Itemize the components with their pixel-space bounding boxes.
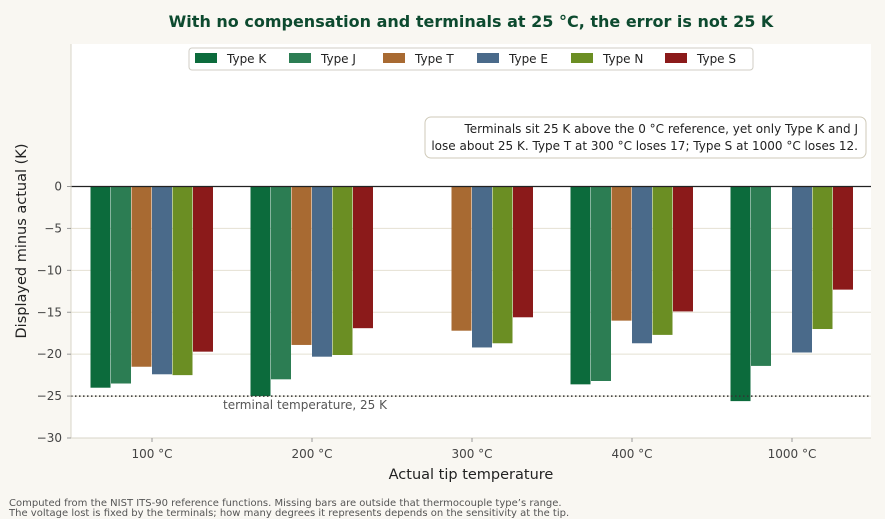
bar-type-t-1 (291, 186, 312, 345)
legend-label: Type J (320, 52, 356, 66)
bar-type-n-1 (332, 186, 353, 356)
bar-type-s-3 (673, 186, 693, 312)
x-tick-label: 100 °C (131, 447, 172, 461)
legend-label: Type K (226, 52, 267, 66)
footnote-line-2: The voltage lost is fixed by the termina… (8, 508, 569, 519)
annotation-line-1: Terminals sit 25 K above the 0 °C refere… (463, 122, 858, 136)
bar-type-s-1 (353, 186, 373, 329)
bar-type-s-0 (193, 186, 213, 352)
annotation-box (424, 116, 867, 159)
bar-type-j-4 (751, 186, 771, 366)
chart-title: With no compensation and terminals at 25… (169, 12, 774, 31)
y-axis-label: Displayed minus actual (K) (14, 144, 30, 339)
bar-type-k-1 (250, 186, 271, 397)
bar-type-t-0 (131, 186, 152, 367)
x-tick-label: 200 °C (291, 447, 332, 461)
footnote-line-1: Computed from the NIST ITS-90 reference … (9, 498, 562, 509)
y-tick-label: −10 (37, 263, 62, 277)
bar-type-e-2 (472, 186, 492, 348)
bar-type-n-4 (812, 186, 833, 330)
legend-swatch (477, 53, 499, 63)
bar-type-t-2 (451, 186, 472, 331)
bar-type-n-2 (492, 186, 513, 344)
y-ticks: 0 −5 −10 −15 −20 −25 −30 (37, 180, 71, 445)
x-tick-label: 400 °C (611, 447, 652, 461)
legend-label: Type S (696, 52, 736, 66)
legend: Type K Type J Type T Type E Type N Type S (188, 47, 754, 71)
legend-swatch (665, 53, 687, 63)
y-tick-label: −5 (44, 221, 62, 235)
y-tick-label: −30 (37, 431, 62, 445)
x-axis-label: Actual tip temperature (389, 467, 554, 483)
bar-type-e-4 (792, 186, 812, 353)
y-tick-label: 0 (54, 180, 62, 194)
bar-type-j-1 (271, 186, 291, 380)
bar-type-e-0 (152, 186, 172, 375)
bar-type-s-2 (513, 186, 533, 318)
bar-type-k-4 (730, 186, 751, 402)
bar-type-k-0 (90, 186, 111, 388)
annotation: Terminals sit 25 K above the 0 °C refere… (424, 116, 867, 159)
bar-type-n-0 (172, 186, 193, 376)
annotation-line-2: lose about 25 K. Type T at 300 °C loses … (431, 139, 858, 153)
legend-box (188, 47, 754, 71)
legend-swatch (571, 53, 593, 63)
bar-type-k-3 (570, 186, 591, 385)
legend-swatch (383, 53, 405, 63)
x-tick-label: 300 °C (451, 447, 492, 461)
y-tick-label: −25 (37, 389, 62, 403)
x-ticks: 100 °C 200 °C 300 °C 400 °C 1000 °C (131, 438, 816, 461)
legend-label: Type E (508, 52, 548, 66)
bar-type-e-3 (632, 186, 652, 344)
bar-type-e-1 (312, 186, 332, 357)
y-tick-label: −15 (37, 305, 62, 319)
bar-type-j-3 (591, 186, 611, 381)
legend-label: Type N (602, 52, 643, 66)
legend-swatch (289, 53, 311, 63)
bar-type-t-3 (611, 186, 632, 321)
y-tick-label: −20 (37, 347, 62, 361)
bar-type-n-3 (652, 186, 673, 335)
legend-swatch (195, 53, 217, 63)
x-tick-label: 1000 °C (768, 447, 817, 461)
bar-type-s-4 (833, 186, 853, 290)
bars (90, 186, 853, 402)
legend-label: Type T (414, 52, 454, 66)
bar-type-j-0 (111, 186, 131, 384)
reference-line-label: terminal temperature, 25 K (223, 398, 388, 412)
